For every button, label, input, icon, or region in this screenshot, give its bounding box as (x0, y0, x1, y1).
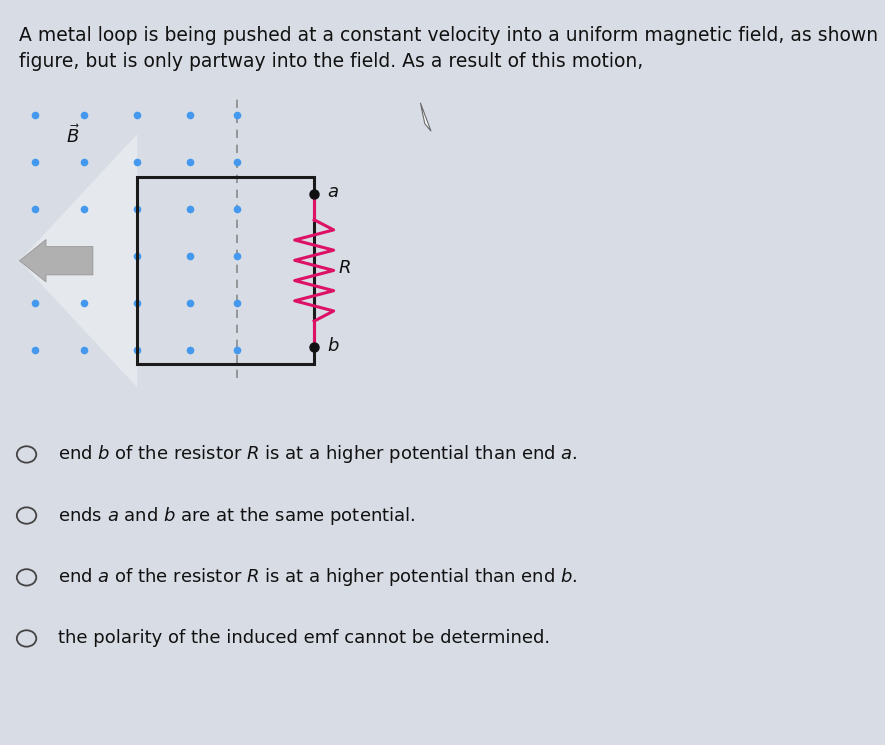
Polygon shape (19, 134, 137, 387)
Text: end $b$ of the resistor $R$ is at a higher potential than end $a$.: end $b$ of the resistor $R$ is at a high… (58, 443, 577, 466)
Text: A metal loop is being pushed at a constant velocity into a uniform magnetic fiel: A metal loop is being pushed at a consta… (19, 26, 885, 71)
Text: b: b (327, 337, 339, 355)
Text: R: R (338, 259, 350, 277)
Text: a: a (327, 183, 338, 201)
Text: the polarity of the induced emf cannot be determined.: the polarity of the induced emf cannot b… (58, 630, 550, 647)
Text: ends $a$ and $b$ are at the same potential.: ends $a$ and $b$ are at the same potenti… (58, 504, 415, 527)
Bar (137, 177, 314, 364)
Text: $\vec{B}$: $\vec{B}$ (65, 124, 80, 147)
Polygon shape (420, 103, 431, 131)
Text: end $a$ of the resistor $R$ is at a higher potential than end $b$.: end $a$ of the resistor $R$ is at a high… (58, 566, 577, 589)
FancyArrow shape (19, 240, 93, 282)
